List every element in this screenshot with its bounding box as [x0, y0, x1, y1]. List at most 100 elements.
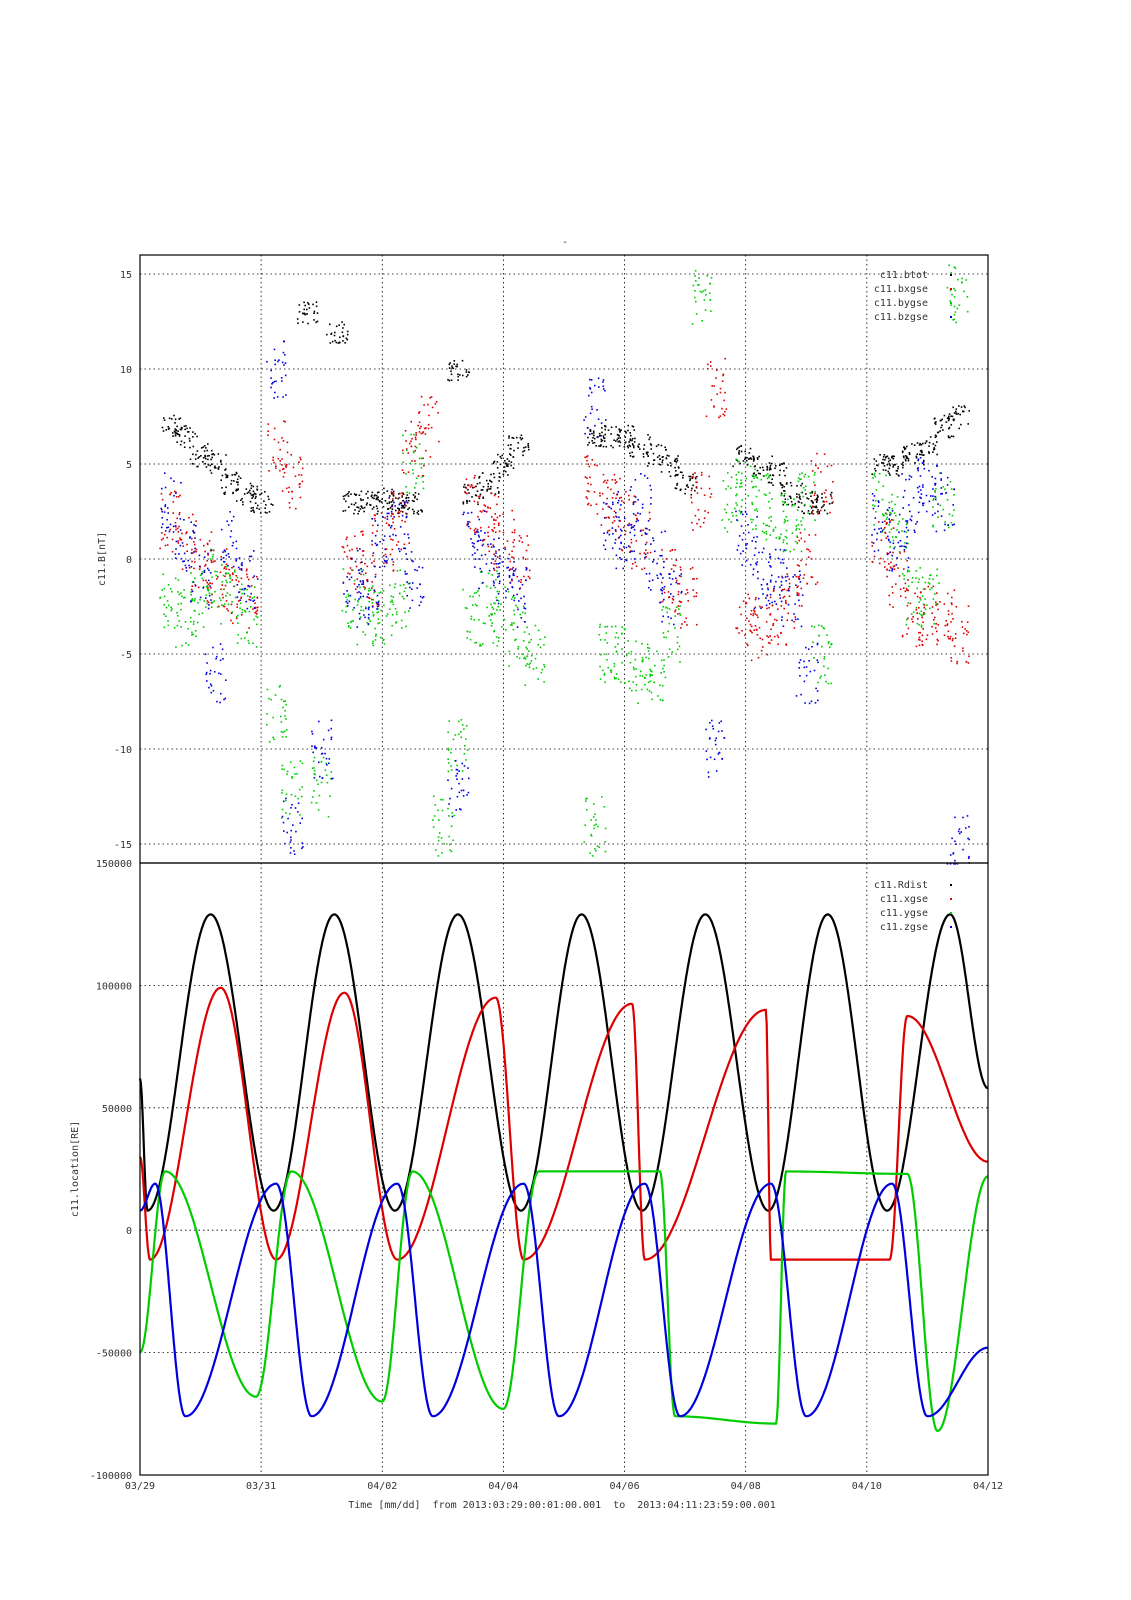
data-point — [892, 551, 894, 554]
data-point — [949, 300, 951, 302]
data-point — [935, 604, 937, 606]
data-point — [292, 466, 295, 469]
data-point — [528, 633, 531, 635]
x-tick-label: 04/06 — [609, 1481, 639, 1492]
data-point — [200, 455, 202, 457]
data-point — [881, 462, 883, 464]
data-point — [614, 625, 617, 628]
data-point — [202, 587, 205, 589]
data-point — [901, 450, 904, 453]
data-point — [474, 566, 476, 568]
data-point — [917, 458, 920, 461]
data-point — [420, 425, 422, 428]
data-point — [779, 482, 782, 485]
data-point — [721, 730, 723, 732]
data-point — [693, 595, 695, 598]
data-point — [885, 523, 888, 525]
data-point — [697, 509, 700, 511]
data-point — [617, 502, 619, 504]
data-point — [725, 511, 728, 514]
data-point — [813, 506, 815, 508]
data-point — [937, 503, 939, 505]
data-point — [676, 641, 679, 644]
data-point — [646, 688, 649, 691]
data-point — [428, 414, 430, 417]
data-point — [914, 592, 916, 595]
data-point — [496, 572, 499, 575]
data-point — [348, 506, 350, 508]
data-point — [899, 552, 901, 554]
data-point — [883, 454, 886, 456]
data-point — [188, 437, 191, 440]
data-point — [418, 566, 420, 568]
data-point — [181, 532, 183, 535]
data-point — [629, 551, 631, 553]
data-point — [617, 499, 620, 502]
data-point — [493, 518, 495, 521]
data-point — [220, 623, 222, 625]
data-point — [583, 841, 585, 843]
data-point — [796, 509, 799, 511]
data-point — [475, 591, 478, 594]
bfield-grid — [140, 255, 988, 863]
data-point — [871, 541, 873, 544]
data-point — [286, 831, 288, 834]
data-point — [230, 530, 233, 532]
data-point — [646, 552, 649, 554]
data-point — [465, 375, 468, 378]
data-point — [591, 459, 594, 461]
data-point — [968, 838, 971, 841]
data-point — [888, 518, 890, 520]
data-point — [256, 623, 258, 626]
data-point — [754, 509, 756, 511]
data-point — [365, 504, 368, 506]
data-point — [893, 512, 896, 514]
data-point — [281, 764, 284, 767]
data-point — [783, 502, 786, 504]
data-point — [769, 581, 772, 583]
data-point — [727, 472, 729, 474]
data-point — [473, 619, 475, 621]
x-tick-label: 04/08 — [731, 1481, 761, 1492]
data-point — [516, 626, 519, 628]
data-point — [602, 473, 605, 476]
data-point — [672, 595, 675, 598]
data-point — [411, 437, 413, 440]
data-point — [338, 324, 340, 326]
data-point — [585, 496, 588, 498]
data-point — [513, 561, 515, 563]
data-point — [241, 497, 243, 500]
data-point — [946, 476, 949, 479]
data-point — [717, 753, 720, 755]
data-point — [509, 453, 511, 455]
data-point — [237, 566, 240, 569]
data-point — [356, 578, 359, 580]
data-point — [313, 319, 315, 321]
data-point — [755, 485, 757, 488]
data-point — [680, 573, 683, 575]
data-point — [617, 434, 620, 436]
data-point — [922, 502, 925, 504]
data-point — [799, 498, 802, 500]
data-point — [736, 549, 739, 551]
data-point — [497, 453, 499, 456]
data-point — [652, 539, 655, 542]
data-point — [789, 550, 791, 553]
data-point — [757, 577, 759, 580]
data-point — [335, 325, 338, 328]
data-point — [163, 626, 166, 629]
data-point — [516, 593, 518, 596]
data-point — [282, 731, 284, 734]
data-point — [393, 501, 395, 504]
data-point — [490, 473, 492, 476]
data-point — [936, 592, 938, 594]
data-point — [943, 603, 946, 605]
data-point — [595, 849, 597, 852]
data-point — [233, 585, 235, 588]
data-point — [359, 618, 361, 620]
data-point — [267, 495, 269, 498]
data-point — [599, 626, 601, 628]
data-point — [602, 388, 605, 390]
data-point — [773, 587, 775, 590]
data-point — [736, 627, 738, 630]
